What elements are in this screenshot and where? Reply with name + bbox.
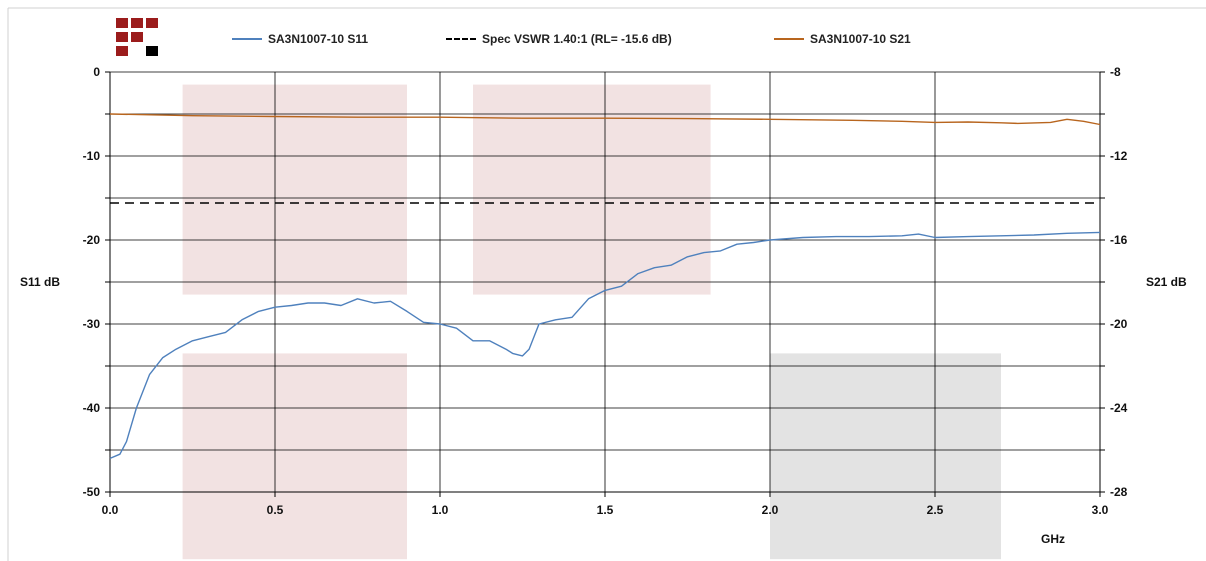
legend-item-s21: SA3N1007-10 S21 [774, 31, 911, 47]
y-tick-label-right: -16 [1110, 233, 1128, 247]
y-tick-label-right: -12 [1110, 149, 1128, 163]
legend-label-s21: SA3N1007-10 S21 [810, 32, 911, 46]
y-tick-label-left: -10 [83, 149, 101, 163]
x-tick-label: 3.0 [1092, 503, 1109, 517]
x-tick-label: 1.5 [597, 503, 614, 517]
x-axis-title: GHz [1041, 532, 1065, 546]
x-tick-label: 0.0 [102, 503, 119, 517]
y-tick-label-left: -30 [83, 317, 101, 331]
legend-swatch-s11 [232, 38, 262, 40]
y-tick-label-left: -40 [83, 401, 101, 415]
legend-swatch-spec [446, 38, 476, 40]
x-tick-label: 2.5 [927, 503, 944, 517]
shaded-band-2 [473, 84, 711, 295]
series-line-s11 [109, 231, 1101, 460]
logo-square-2 [131, 18, 143, 28]
y-tick-label-left: -50 [83, 485, 101, 499]
logo-square-black [146, 46, 158, 56]
y-tick-label-right: -8 [1110, 65, 1121, 79]
legend-label-s11: SA3N1007-10 S11 [268, 32, 369, 46]
y-tick-label-right: -20 [1110, 317, 1128, 331]
y-tick-label-right: -24 [1110, 401, 1128, 415]
logo-square-5 [131, 32, 143, 42]
legend-item-s11: SA3N1007-10 S11 [232, 31, 368, 47]
y-tick-label-right: -28 [1110, 485, 1128, 499]
legend-label-spec: Spec VSWR 1.40:1 (RL= -15.6 dB) [482, 32, 672, 46]
x-tick-label: 2.0 [762, 503, 779, 517]
logo-square-3 [146, 18, 158, 28]
legend-swatch-s21 [774, 38, 804, 40]
logo-square-4 [116, 32, 128, 42]
series-line-s21 [109, 113, 1101, 126]
x-tick-label: 1.0 [432, 503, 449, 517]
y-axis-title-right: S21 dB [1146, 275, 1187, 289]
y-tick-label-left: -20 [83, 233, 101, 247]
logo-square-1 [116, 18, 128, 28]
y-tick-label-left: 0 [93, 65, 100, 79]
shaded-band-3 [182, 353, 407, 560]
shaded-band-1 [182, 84, 407, 295]
x-tick-label: 0.5 [267, 503, 284, 517]
legend-item-spec: Spec VSWR 1.40:1 (RL= -15.6 dB) [446, 31, 672, 47]
shaded-band-4 [770, 353, 1001, 560]
logo-square-6 [116, 46, 128, 56]
y-axis-title-left: S11 dB [20, 275, 61, 289]
